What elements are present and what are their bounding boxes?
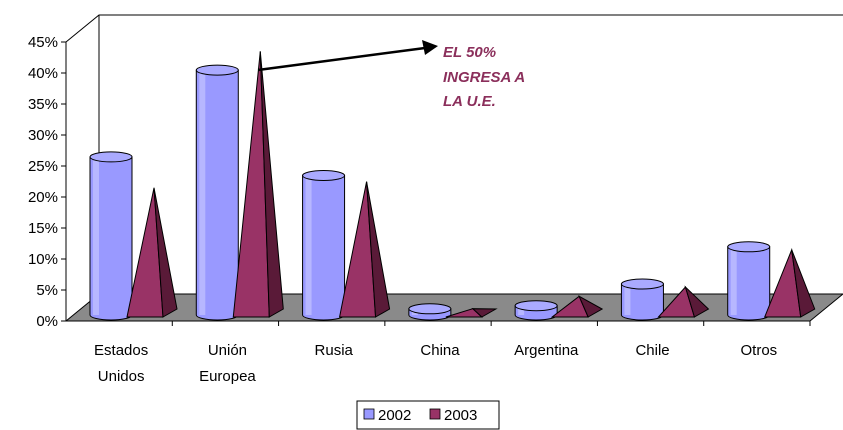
- annotation-arrowhead: [422, 40, 438, 55]
- bar-2003: [763, 247, 816, 318]
- cylinder-highlight: [518, 305, 525, 315]
- legend-label-2002: 2002: [378, 407, 411, 424]
- annotation-line-3: LA U.E.: [443, 93, 496, 110]
- x-tick-label: Europea: [199, 368, 256, 385]
- bar-2002: [195, 64, 239, 321]
- cylinder-top: [89, 151, 133, 163]
- cylinder-highlight: [730, 246, 737, 315]
- x-tick-label: Unión: [208, 342, 247, 359]
- cylinder-top: [408, 303, 452, 315]
- legend-label-2003: 2003: [444, 407, 477, 424]
- y-tick-label: 40%: [28, 65, 58, 82]
- y-tick-label: 15%: [28, 220, 58, 237]
- bar-2002: [514, 300, 558, 321]
- bar-2003: [232, 51, 284, 318]
- pyramid-side: [578, 295, 604, 318]
- x-tick-label: Unidos: [98, 368, 145, 385]
- y-tick-label: 35%: [28, 96, 58, 113]
- x-tick-label: China: [420, 342, 460, 359]
- cylinder-highlight: [199, 70, 206, 315]
- bar-2003: [657, 285, 710, 318]
- y-tick-label: 25%: [28, 158, 58, 175]
- cylinder-top: [302, 170, 346, 181]
- y-tick-label: 0%: [36, 313, 58, 330]
- annotation: EL 50% INGRESA A LA U.E.: [257, 40, 525, 110]
- y-tick-label: 5%: [36, 282, 58, 299]
- pyramid-side: [153, 187, 178, 318]
- annotation-line-1: EL 50%: [443, 44, 496, 61]
- legend: 2002 2003: [356, 400, 500, 430]
- cylinder-top: [514, 300, 558, 312]
- y-tick-label: 45%: [28, 34, 58, 51]
- y-tick-label: 30%: [28, 127, 58, 144]
- x-tick-label: Argentina: [514, 342, 579, 359]
- chart-marks: [89, 51, 816, 321]
- pyramid-side: [791, 249, 816, 318]
- pyramid-side: [471, 308, 498, 318]
- cylinder-top: [195, 64, 239, 76]
- bar-2002: [620, 278, 664, 321]
- pyramid-side: [684, 285, 710, 318]
- bar-2003: [550, 295, 604, 318]
- bar-2002: [302, 170, 346, 321]
- y-tick-label: 10%: [28, 251, 58, 268]
- bar-2002: [727, 241, 771, 321]
- annotation-line-2: INGRESA A: [443, 69, 525, 86]
- x-axis: Estados Unidos Unión Europea Rusia China Argen…: [66, 320, 811, 385]
- bar-2002: [408, 303, 452, 321]
- bar-2003: [445, 308, 498, 318]
- bar-2003: [338, 181, 391, 318]
- annotation-arrow-line: [257, 46, 426, 72]
- legend-swatch-2003: [429, 408, 441, 420]
- x-tick-label: Estados: [94, 342, 148, 359]
- x-tick-label: Rusia: [315, 342, 354, 359]
- pyramid-side: [366, 181, 391, 318]
- x-tick-label: Chile: [635, 342, 669, 359]
- y-axis: 0% 5% 10% 15% 20% 25% 30% 35% 40% 45%: [28, 34, 67, 330]
- cylinder-highlight: [305, 175, 312, 315]
- x-tick-label: Otros: [741, 342, 778, 359]
- cylinder-top: [727, 241, 771, 253]
- y-tick-label: 20%: [28, 189, 58, 206]
- cylinder-top: [620, 278, 664, 290]
- pyramid-side: [259, 51, 284, 318]
- bar-2003: [126, 187, 178, 318]
- cylinder-highlight: [93, 156, 99, 315]
- legend-swatch-2002: [363, 408, 375, 420]
- legend-box: [356, 400, 500, 430]
- bar-2002: [89, 151, 133, 321]
- cylinder-highlight: [624, 284, 631, 315]
